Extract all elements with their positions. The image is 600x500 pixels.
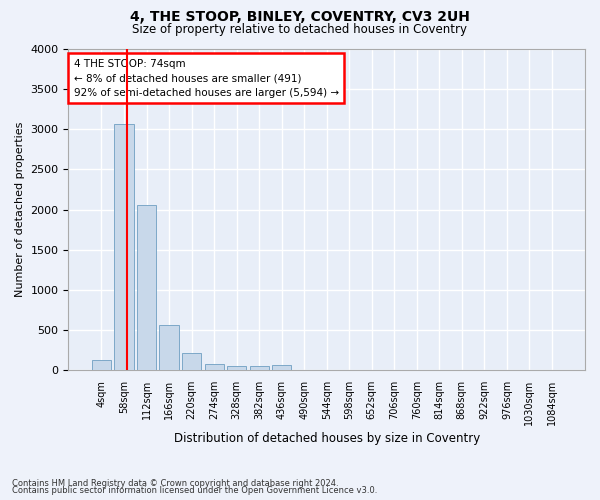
Bar	[205, 364, 224, 370]
Text: Contains HM Land Registry data © Crown copyright and database right 2024.: Contains HM Land Registry data © Crown c…	[12, 478, 338, 488]
Bar	[115, 124, 134, 370]
Text: Contains public sector information licensed under the Open Government Licence v3: Contains public sector information licen…	[12, 486, 377, 495]
Bar	[137, 204, 156, 370]
X-axis label: Distribution of detached houses by size in Coventry: Distribution of detached houses by size …	[173, 432, 480, 445]
Text: 4, THE STOOP, BINLEY, COVENTRY, CV3 2UH: 4, THE STOOP, BINLEY, COVENTRY, CV3 2UH	[130, 10, 470, 24]
Bar	[182, 353, 201, 370]
Bar	[160, 325, 179, 370]
Bar	[250, 366, 269, 370]
Bar	[92, 360, 111, 370]
Text: 4 THE STOOP: 74sqm
← 8% of detached houses are smaller (491)
92% of semi-detache: 4 THE STOOP: 74sqm ← 8% of detached hous…	[74, 58, 338, 98]
Text: Size of property relative to detached houses in Coventry: Size of property relative to detached ho…	[133, 22, 467, 36]
Bar	[272, 366, 291, 370]
Y-axis label: Number of detached properties: Number of detached properties	[15, 122, 25, 297]
Bar	[227, 366, 246, 370]
